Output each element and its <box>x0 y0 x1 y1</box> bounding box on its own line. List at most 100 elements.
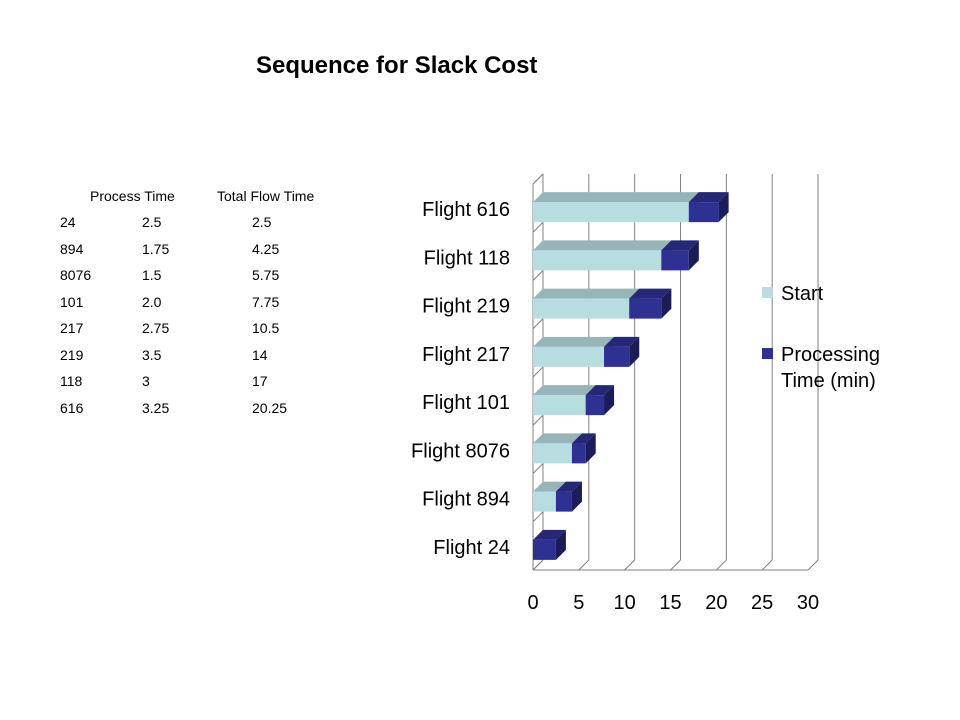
bar-start <box>533 298 630 319</box>
table-cell-flight: 217 <box>60 320 84 336</box>
bar-start <box>533 443 572 464</box>
category-label: Flight 24 <box>433 537 510 559</box>
x-tick-label: 10 <box>614 592 636 614</box>
table-cell-total-flow-time: 4.25 <box>252 240 280 257</box>
data-table: Process Time Total Flow Time 24 2.5 2.5 894… <box>60 183 380 421</box>
table-cell-process-time: 3 <box>142 373 150 389</box>
bar-start <box>533 395 586 416</box>
wall-tick <box>532 318 544 330</box>
table-cell-process-time: 3.5 <box>142 346 162 363</box>
wall-tick <box>532 511 544 523</box>
bar-processing-side <box>629 336 640 367</box>
floor-gridline <box>761 559 773 571</box>
bar-processing-side <box>661 288 672 319</box>
table-cell-flight: 24 <box>60 214 76 230</box>
x-tick-label: 25 <box>751 592 773 614</box>
slide-title: Sequence for Slack Cost <box>256 52 538 79</box>
bar-start <box>533 346 605 367</box>
wall-tick <box>532 414 544 426</box>
bar-processing-top <box>585 385 615 396</box>
bar-processing-side <box>585 433 596 464</box>
category-label: Flight 894 <box>422 489 510 511</box>
table-cell-flight: 894 <box>60 240 84 257</box>
bar-processing <box>585 395 605 416</box>
category-label: Flight 101 <box>422 392 510 414</box>
bar-processing <box>629 298 662 319</box>
floor-gridline <box>624 559 636 571</box>
x-tick-label: 30 <box>797 592 819 614</box>
bar-start <box>533 250 662 271</box>
bar-processing <box>571 443 586 464</box>
category-label: Flight 616 <box>422 199 510 221</box>
bar-processing <box>661 250 689 271</box>
table-row: 118 3 17 <box>60 368 380 395</box>
bar-processing <box>688 202 719 223</box>
table-cell-process-time: 2.75 <box>142 320 170 336</box>
table-cell-total-flow-time: 5.75 <box>252 267 280 283</box>
wall-tick <box>532 221 544 233</box>
wall-tick <box>532 366 544 378</box>
bar-start-top <box>533 240 672 251</box>
table-cell-total-flow-time: 20.25 <box>252 399 288 416</box>
bar-start-top <box>533 385 596 396</box>
bar-processing-side <box>555 529 566 560</box>
bar-processing <box>555 491 572 512</box>
bar-processing-side <box>718 192 729 223</box>
bar-start-top <box>533 433 582 444</box>
bar-start <box>533 491 556 512</box>
table-cell-process-time: 2.0 <box>142 293 162 310</box>
bar-start-top <box>533 192 699 203</box>
category-label: Flight 118 <box>424 247 510 269</box>
table-rows: 24 2.5 2.5 894 1.75 4.25 8076 1.5 5.75 101 2.0 7.75… <box>60 209 380 421</box>
floor-gridline <box>807 559 819 571</box>
bar-processing-top <box>661 240 699 251</box>
bar-processing-side <box>688 240 699 271</box>
category-label: Flight 217 <box>422 344 510 366</box>
table-cell-total-flow-time: 10.5 <box>252 320 280 336</box>
table-cell-process-time: 1.75 <box>142 240 170 257</box>
bar-processing-side <box>571 481 582 512</box>
wall-tick <box>532 559 544 571</box>
table-row: 616 3.25 20.25 <box>60 395 380 422</box>
bar-processing-side <box>604 385 615 416</box>
table-cell-process-time: 1.5 <box>142 267 162 283</box>
table-cell-flight: 616 <box>60 399 84 416</box>
table-cell-flight: 8076 <box>60 267 92 283</box>
floor-gridline <box>715 559 727 571</box>
x-tick-label: 0 <box>527 592 538 614</box>
legend-label-start: Start <box>781 283 824 305</box>
bar-processing-top <box>555 481 582 492</box>
header-process-time: Process Time <box>90 188 175 204</box>
table-cell-total-flow-time: 7.75 <box>252 293 280 310</box>
floor-gridline <box>578 559 590 571</box>
bar-start-top <box>533 288 640 299</box>
wall-tick <box>532 463 544 474</box>
wall-tick <box>532 270 544 281</box>
bar-processing-top <box>604 336 640 347</box>
x-tick-label: 5 <box>573 592 584 614</box>
bar-start <box>533 202 689 223</box>
table-cell-flight: 101 <box>60 293 84 310</box>
legend-label-processing: Processing Time (min) <box>781 344 880 392</box>
bar-processing-top <box>571 433 596 444</box>
table-cell-process-time: 2.5 <box>142 214 162 230</box>
table-cell-process-time: 3.25 <box>142 399 170 416</box>
table-cell-total-flow-time: 14 <box>252 346 268 363</box>
bar-start-top <box>533 336 615 347</box>
table-cell-flight: 219 <box>60 346 84 363</box>
header-total-flow-time: Total Flow Time <box>217 188 315 204</box>
table-row: 24 2.5 2.5 <box>60 209 380 236</box>
category-label: Flight 219 <box>422 296 510 318</box>
legend-swatch-processing <box>762 348 773 359</box>
table-row: 101 2.0 7.75 <box>60 289 380 316</box>
table-cell-flight: 118 <box>60 373 83 389</box>
table-cell-total-flow-time: 2.5 <box>252 214 272 230</box>
bar-start-top <box>533 481 566 492</box>
bar-processing <box>533 539 556 560</box>
table-row: 894 1.75 4.25 <box>60 236 380 263</box>
bar-processing-top <box>688 192 729 203</box>
x-tick-label: 20 <box>705 592 727 614</box>
table-header-row: Process Time Total Flow Time <box>60 183 380 209</box>
bar-processing-top <box>533 529 566 540</box>
